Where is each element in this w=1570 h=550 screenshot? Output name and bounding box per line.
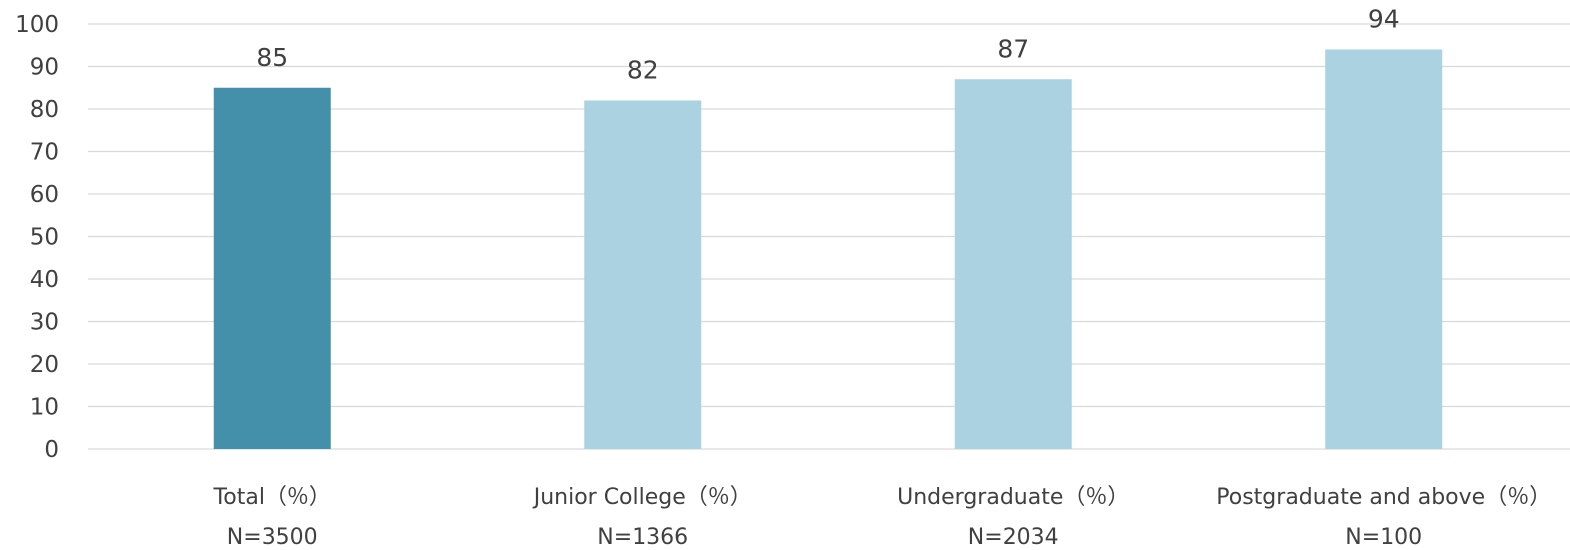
x-category-label: Junior College（％） bbox=[532, 485, 752, 510]
y-tick-label: 80 bbox=[30, 97, 59, 123]
x-category-label: Undergraduate（％） bbox=[897, 485, 1129, 510]
x-category-label: Postgraduate and above（％） bbox=[1216, 485, 1551, 510]
bar bbox=[584, 100, 702, 449]
y-tick-label: 60 bbox=[30, 182, 59, 208]
bar bbox=[954, 79, 1072, 449]
y-tick-label: 40 bbox=[30, 267, 59, 293]
x-sample-size-label: N=2034 bbox=[968, 525, 1059, 550]
data-label: 94 bbox=[1368, 5, 1400, 34]
y-tick-label: 70 bbox=[30, 140, 59, 166]
x-sample-size-label: N=100 bbox=[1345, 525, 1422, 550]
bar bbox=[213, 87, 331, 449]
y-axis-tick-labels: 0 10 20 30 40 50 60 70 80 90 100 bbox=[15, 12, 59, 463]
y-tick-label: 20 bbox=[30, 352, 59, 378]
data-label: 85 bbox=[256, 43, 288, 72]
y-tick-label: 30 bbox=[30, 310, 59, 336]
y-tick-label: 0 bbox=[44, 437, 59, 463]
data-label: 82 bbox=[627, 56, 659, 85]
y-tick-label: 10 bbox=[30, 395, 59, 421]
gridlines bbox=[88, 23, 1570, 450]
x-sample-size-label: N=1366 bbox=[597, 525, 688, 550]
y-tick-label: 90 bbox=[30, 55, 59, 81]
data-label: 87 bbox=[997, 34, 1029, 63]
y-tick-label: 100 bbox=[15, 12, 59, 38]
data-labels: 85 82 87 94 bbox=[256, 5, 1399, 85]
bars bbox=[213, 49, 1443, 449]
x-category-label: Total（％） bbox=[213, 485, 331, 510]
x-sample-size-label: N=3500 bbox=[227, 525, 318, 550]
y-tick-label: 50 bbox=[30, 225, 59, 251]
bar bbox=[1325, 49, 1443, 449]
x-axis-category-labels: Total（％） N=3500 Junior College（％） N=1366 Und… bbox=[213, 485, 1552, 550]
